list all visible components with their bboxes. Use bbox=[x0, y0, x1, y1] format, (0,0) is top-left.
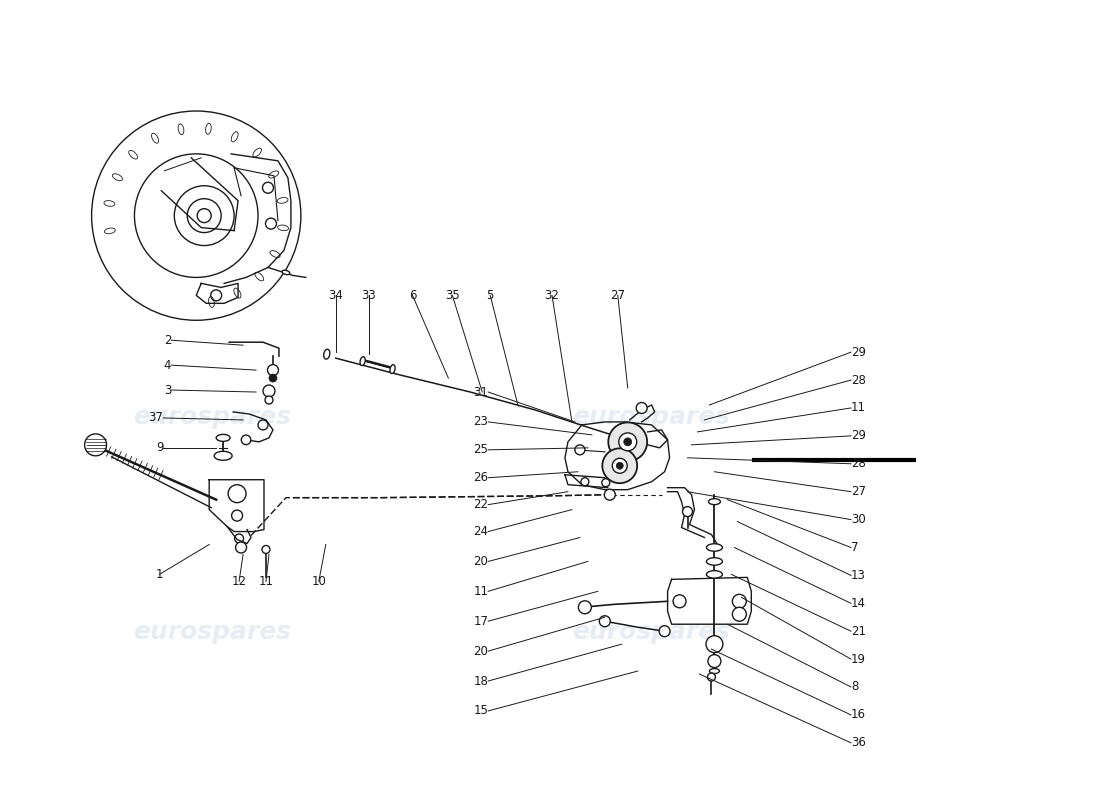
Circle shape bbox=[619, 433, 637, 451]
Circle shape bbox=[575, 445, 585, 455]
Text: 4: 4 bbox=[164, 358, 172, 372]
Ellipse shape bbox=[706, 558, 723, 565]
Circle shape bbox=[603, 448, 637, 483]
Circle shape bbox=[235, 542, 246, 553]
Text: 8: 8 bbox=[851, 681, 858, 694]
Text: 2: 2 bbox=[164, 334, 172, 346]
Circle shape bbox=[624, 438, 631, 446]
Ellipse shape bbox=[710, 669, 719, 674]
Text: 25: 25 bbox=[473, 443, 488, 456]
Circle shape bbox=[267, 365, 278, 375]
Text: 1: 1 bbox=[155, 568, 163, 581]
Text: 30: 30 bbox=[851, 513, 866, 526]
Text: 14: 14 bbox=[851, 597, 866, 610]
Text: eurospares: eurospares bbox=[572, 620, 730, 644]
Text: 29: 29 bbox=[851, 346, 866, 358]
Ellipse shape bbox=[708, 498, 720, 505]
Text: 36: 36 bbox=[851, 736, 866, 750]
Ellipse shape bbox=[323, 350, 330, 359]
Text: 13: 13 bbox=[851, 569, 866, 582]
Ellipse shape bbox=[214, 451, 232, 460]
Circle shape bbox=[270, 374, 277, 382]
Circle shape bbox=[673, 595, 686, 608]
Circle shape bbox=[708, 654, 720, 667]
Text: 21: 21 bbox=[851, 625, 866, 638]
Text: 28: 28 bbox=[851, 458, 866, 470]
Circle shape bbox=[616, 462, 624, 470]
Text: 35: 35 bbox=[446, 289, 460, 302]
Circle shape bbox=[85, 434, 107, 456]
Ellipse shape bbox=[389, 365, 395, 374]
Text: 6: 6 bbox=[409, 289, 416, 302]
Ellipse shape bbox=[706, 570, 723, 578]
Circle shape bbox=[659, 626, 670, 637]
Text: 20: 20 bbox=[473, 645, 488, 658]
Circle shape bbox=[682, 506, 693, 517]
Text: 27: 27 bbox=[851, 485, 866, 498]
Circle shape bbox=[581, 478, 589, 486]
Text: 26: 26 bbox=[473, 471, 488, 484]
Text: 17: 17 bbox=[473, 614, 488, 628]
Text: 23: 23 bbox=[473, 415, 488, 429]
Text: 29: 29 bbox=[851, 430, 866, 442]
Text: 27: 27 bbox=[610, 289, 625, 302]
Circle shape bbox=[600, 616, 610, 626]
Circle shape bbox=[579, 601, 592, 614]
Text: 3: 3 bbox=[164, 383, 172, 397]
Circle shape bbox=[613, 458, 627, 474]
Ellipse shape bbox=[360, 357, 365, 366]
Circle shape bbox=[707, 673, 715, 681]
Text: 9: 9 bbox=[156, 442, 163, 454]
Circle shape bbox=[636, 402, 647, 414]
Text: 12: 12 bbox=[232, 575, 246, 588]
Text: 16: 16 bbox=[851, 709, 866, 722]
Text: 20: 20 bbox=[473, 555, 488, 568]
Text: 15: 15 bbox=[473, 705, 488, 718]
Ellipse shape bbox=[282, 270, 289, 274]
Text: 7: 7 bbox=[851, 541, 858, 554]
Text: 34: 34 bbox=[328, 289, 343, 302]
Text: 11: 11 bbox=[258, 575, 274, 588]
Text: 10: 10 bbox=[311, 575, 327, 588]
Text: eurospares: eurospares bbox=[133, 620, 292, 644]
Circle shape bbox=[733, 594, 746, 608]
Text: 31: 31 bbox=[473, 386, 488, 398]
Text: 28: 28 bbox=[851, 374, 866, 386]
Circle shape bbox=[602, 478, 609, 486]
Text: eurospares: eurospares bbox=[133, 405, 292, 429]
Text: 33: 33 bbox=[361, 289, 376, 302]
Ellipse shape bbox=[706, 544, 723, 551]
Text: 24: 24 bbox=[473, 525, 488, 538]
Circle shape bbox=[262, 546, 270, 554]
Circle shape bbox=[604, 489, 615, 500]
Text: 11: 11 bbox=[473, 585, 488, 598]
Ellipse shape bbox=[217, 434, 230, 442]
Circle shape bbox=[263, 385, 275, 397]
Circle shape bbox=[241, 435, 251, 445]
Text: 11: 11 bbox=[851, 402, 866, 414]
Text: 22: 22 bbox=[473, 498, 488, 511]
Text: 37: 37 bbox=[148, 411, 163, 425]
Circle shape bbox=[706, 636, 723, 653]
Text: 18: 18 bbox=[473, 674, 488, 687]
Text: 5: 5 bbox=[486, 289, 494, 302]
Circle shape bbox=[733, 607, 746, 622]
Text: 32: 32 bbox=[544, 289, 560, 302]
Circle shape bbox=[265, 396, 273, 404]
Circle shape bbox=[608, 422, 647, 462]
Text: 19: 19 bbox=[851, 653, 866, 666]
Text: eurospares: eurospares bbox=[572, 405, 730, 429]
